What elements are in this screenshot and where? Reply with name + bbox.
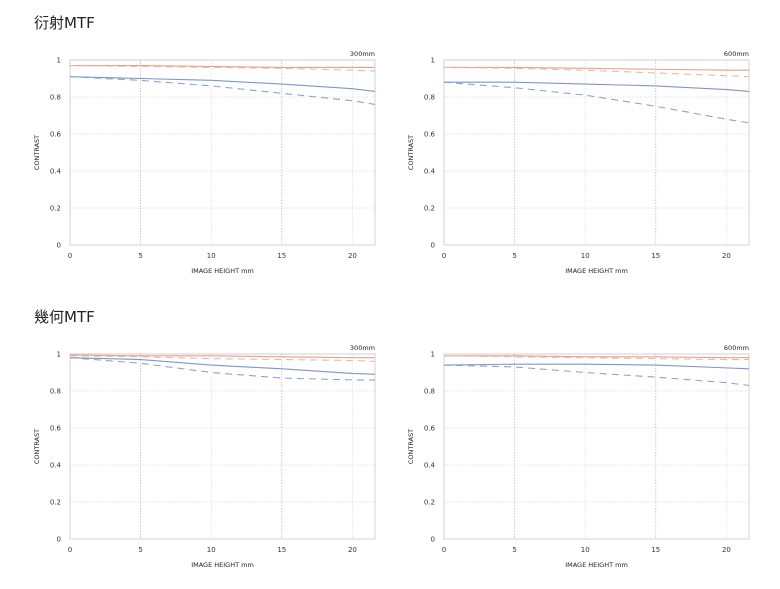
x-tick-label: 20 [348, 252, 357, 260]
x-tick-label: 10 [581, 252, 590, 260]
y-axis-label: CONTRAST [407, 429, 415, 464]
y-axis-label: CONTRAST [33, 135, 41, 170]
focal-length-label: 300mm [350, 344, 375, 352]
plot-area [69, 353, 376, 540]
y-tick-label: 1 [431, 57, 435, 65]
section-title-diffraction: 衍射MTF [34, 14, 95, 32]
y-tick-label: 0.2 [50, 205, 61, 213]
x-tick-label: 10 [207, 546, 216, 554]
x-axis-label: IMAGE HEIGHT mm [191, 561, 254, 569]
x-tick-label: 0 [442, 546, 446, 554]
y-tick-label: 0.8 [424, 94, 435, 102]
y-tick-label: 0 [431, 242, 435, 250]
y-tick-label: 1 [57, 57, 61, 65]
y-tick-label: 0.4 [424, 462, 436, 470]
focal-length-label: 600mm [724, 50, 749, 58]
mtf-series-line-2 [443, 363, 750, 370]
x-tick-label: 5 [138, 546, 142, 554]
y-tick-label: 1 [431, 351, 435, 359]
mtf-series-line-3 [443, 81, 750, 124]
y-tick-label: 0.6 [424, 425, 436, 433]
y-tick-label: 0.2 [424, 205, 435, 213]
y-tick-label: 0.6 [50, 425, 62, 433]
y-tick-label: 0 [57, 536, 61, 544]
y-tick-label: 0 [57, 242, 61, 250]
x-tick-label: 15 [277, 252, 286, 260]
focal-length-label: 300mm [350, 50, 375, 58]
mtf-series-line-2 [444, 81, 750, 92]
y-tick-label: 0.4 [50, 462, 62, 470]
x-axis-label: IMAGE HEIGHT mm [565, 561, 628, 569]
plot-area [443, 59, 750, 246]
mtf-series-line-0 [69, 354, 375, 359]
x-tick-label: 15 [651, 252, 660, 260]
y-tick-label: 0.8 [50, 388, 61, 396]
x-tick-label: 10 [207, 252, 216, 260]
x-tick-label: 10 [581, 546, 590, 554]
x-tick-label: 5 [138, 252, 142, 260]
plot-area [443, 353, 750, 540]
y-tick-label: 0.4 [424, 168, 436, 176]
x-tick-label: 0 [442, 252, 446, 260]
y-tick-label: 0.4 [50, 168, 62, 176]
focal-length-label: 600mm [724, 344, 749, 352]
x-tick-label: 20 [722, 252, 731, 260]
x-tick-label: 0 [68, 546, 72, 554]
section-title-geometric: 幾何MTF [34, 308, 95, 326]
y-axis-label: CONTRAST [33, 429, 41, 464]
mtf-series-line-0 [444, 355, 749, 359]
mtf-series-line-0 [444, 66, 749, 71]
x-tick-label: 20 [348, 546, 357, 554]
y-tick-label: 0.2 [50, 499, 61, 507]
x-axis-label: IMAGE HEIGHT mm [191, 267, 254, 275]
x-tick-label: 15 [277, 546, 286, 554]
x-axis-label: IMAGE HEIGHT mm [565, 267, 628, 275]
y-tick-label: 0.6 [424, 131, 436, 139]
y-axis-label: CONTRAST [407, 135, 415, 170]
x-tick-label: 15 [651, 546, 660, 554]
mtf-series-line-2 [69, 357, 376, 375]
y-tick-label: 0 [431, 536, 435, 544]
y-tick-label: 1 [57, 351, 61, 359]
x-tick-label: 0 [68, 252, 72, 260]
y-tick-label: 0.2 [424, 499, 435, 507]
y-tick-label: 0.6 [50, 131, 62, 139]
x-tick-label: 20 [722, 546, 731, 554]
x-tick-label: 5 [512, 252, 516, 260]
y-tick-label: 0.8 [424, 388, 435, 396]
plot-area [69, 59, 376, 246]
x-tick-label: 5 [512, 546, 516, 554]
mtf-series-line-2 [69, 76, 376, 92]
y-tick-label: 0.8 [50, 94, 61, 102]
mtf-series-line-0 [70, 64, 375, 68]
